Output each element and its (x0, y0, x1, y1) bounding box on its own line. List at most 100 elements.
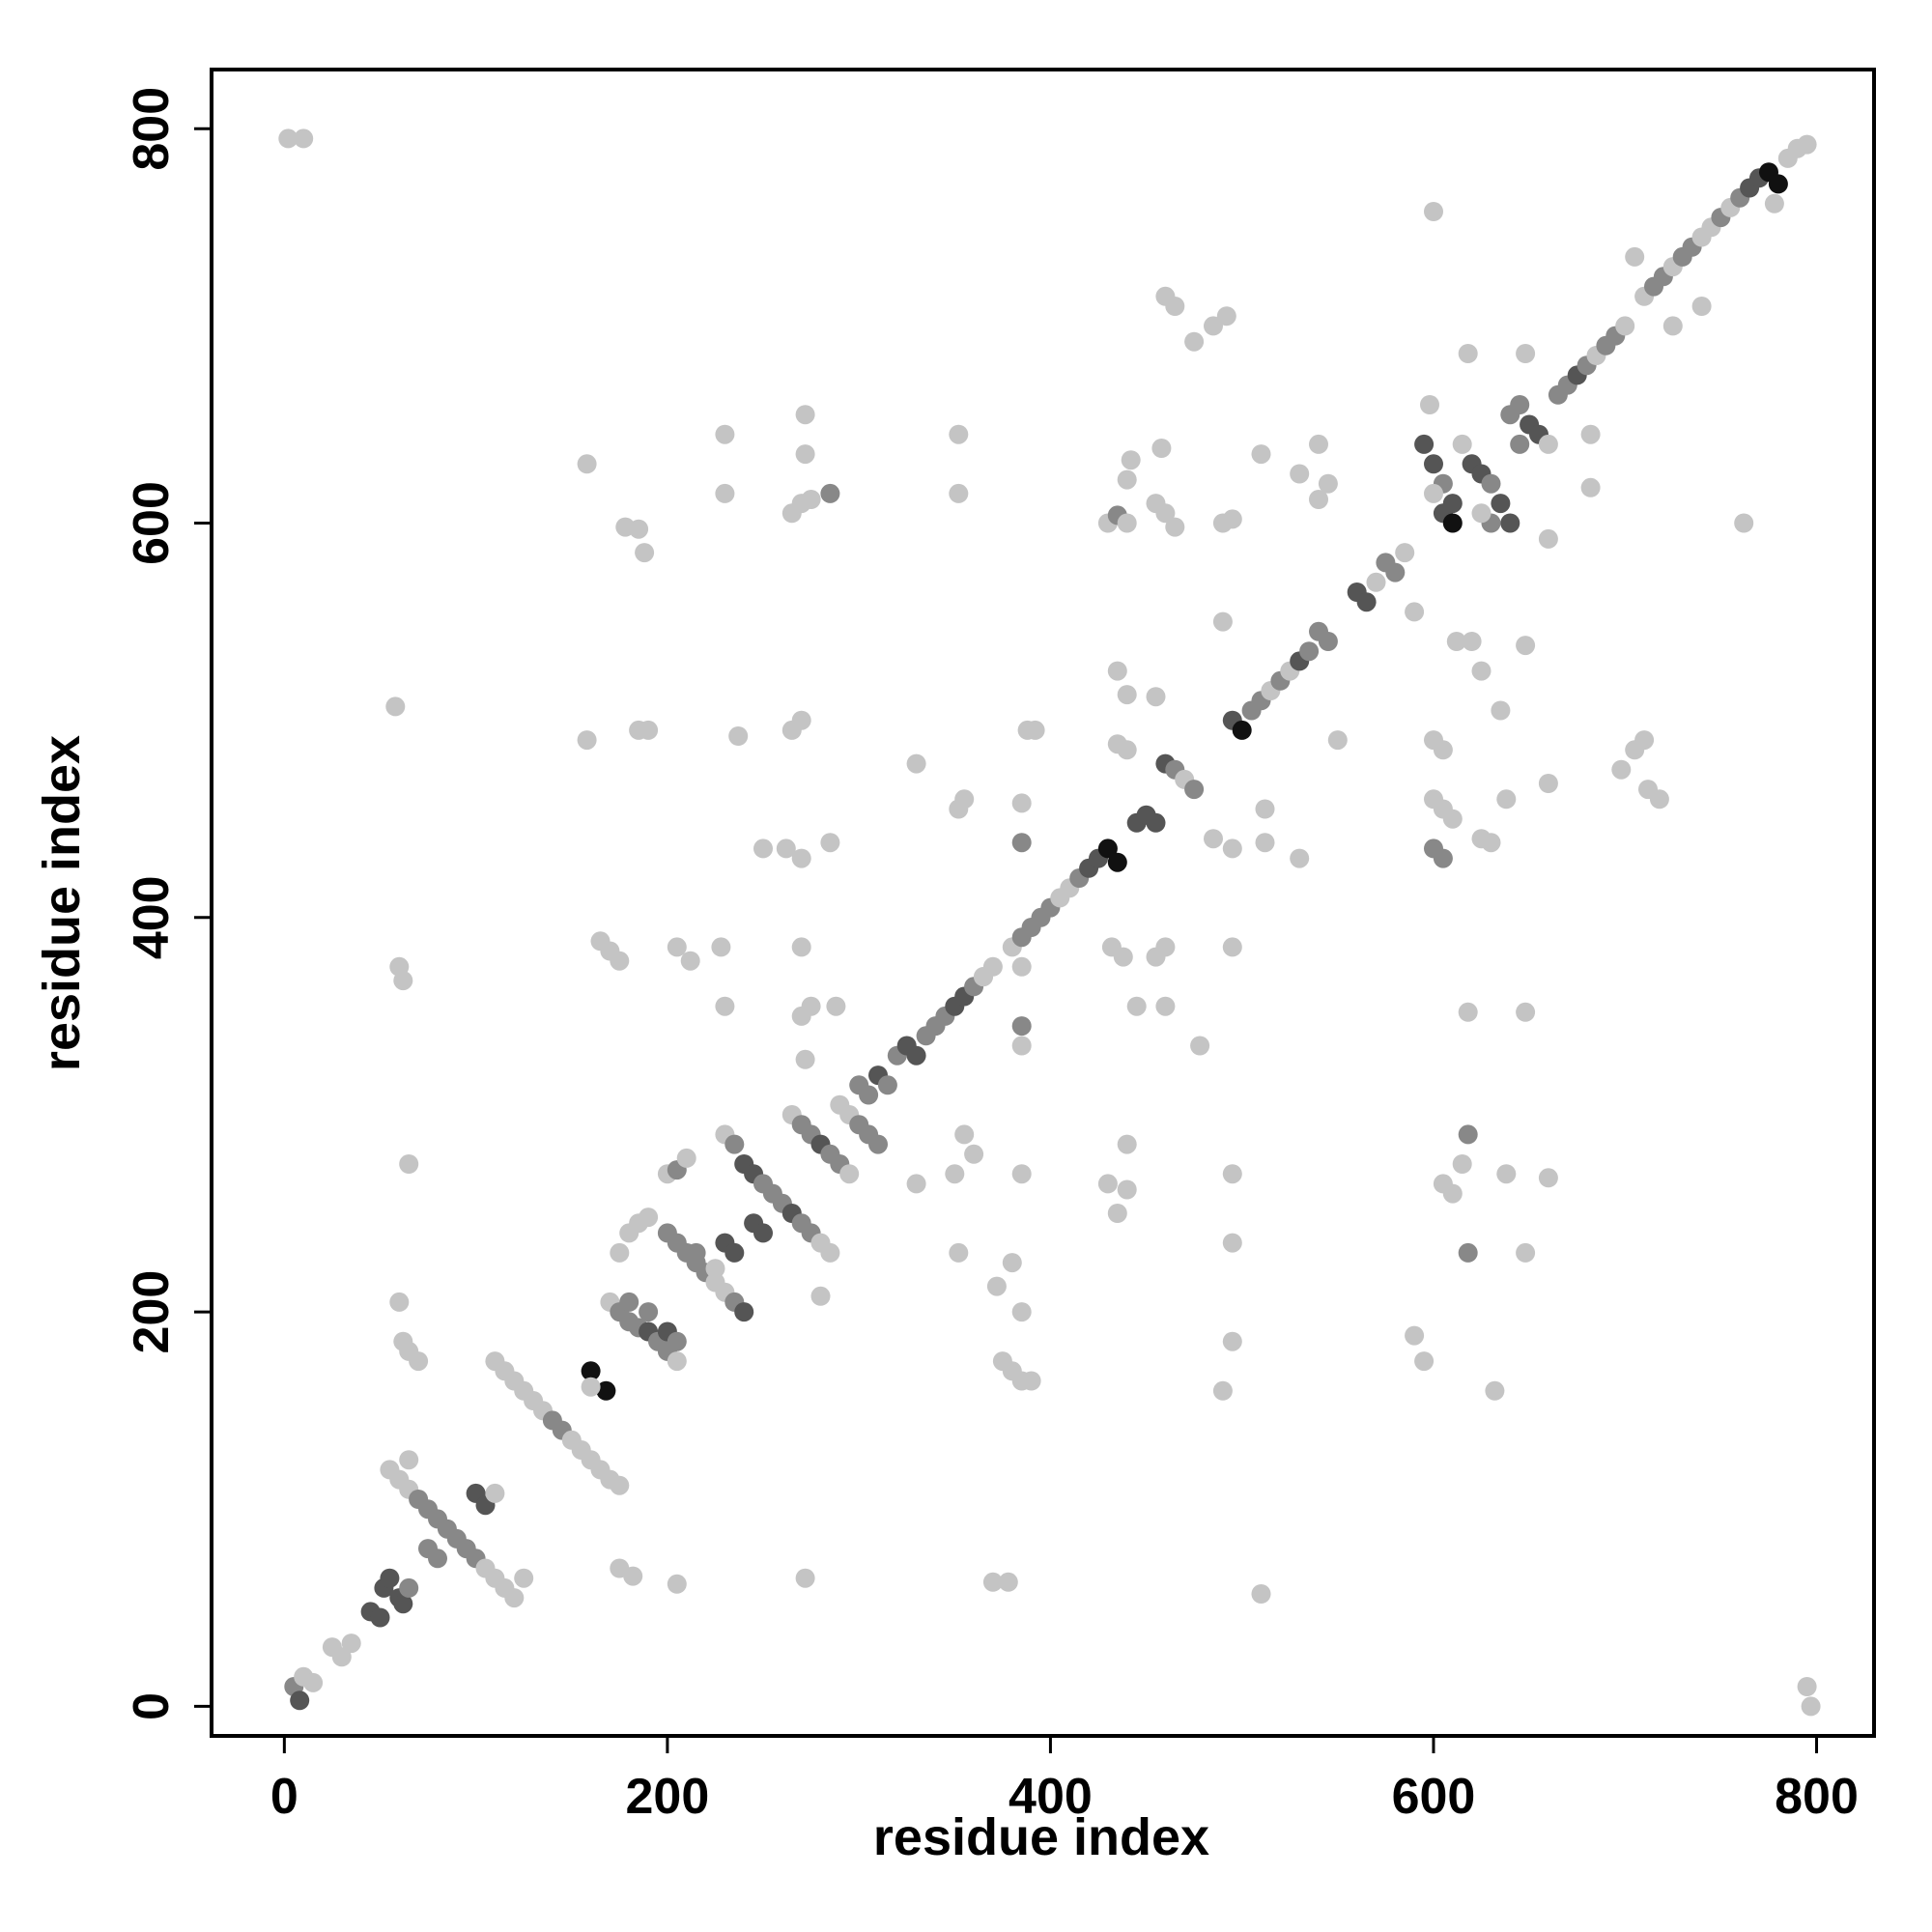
data-point-283 (1011, 833, 1032, 853)
data-point-381 (1662, 316, 1683, 336)
data-point-63 (667, 1351, 687, 1372)
data-point-356 (1442, 1183, 1463, 1204)
data-point-166 (1424, 454, 1443, 474)
data-point-285 (1011, 1036, 1032, 1056)
data-point-222 (577, 454, 597, 474)
data-point-342 (1424, 202, 1443, 221)
y-axis-label: residue index (33, 735, 91, 1071)
data-point-367 (1516, 1002, 1536, 1022)
x-tick-label-200: 200 (626, 1769, 710, 1825)
data-point-12 (370, 1607, 390, 1628)
data-point-320 (1222, 509, 1242, 529)
data-point-246 (791, 937, 811, 957)
data-point-213 (385, 696, 406, 717)
data-point-266 (949, 1242, 969, 1263)
data-point-163 (1385, 562, 1406, 582)
data-point-327 (1216, 306, 1236, 327)
data-point-216 (399, 1154, 419, 1174)
data-point-357 (1452, 1154, 1472, 1174)
data-point-352 (1458, 344, 1478, 363)
data-point-349 (1433, 848, 1453, 868)
data-point-263 (954, 789, 975, 810)
data-point-165 (1414, 434, 1435, 454)
data-point-279 (1011, 1302, 1032, 1322)
data-point-368 (1516, 344, 1536, 363)
data-point-183 (1538, 434, 1558, 454)
data-point-369 (1516, 1242, 1536, 1263)
data-point-290 (1117, 1179, 1137, 1200)
data-point-7 (303, 1672, 324, 1692)
data-point-268 (954, 1124, 975, 1145)
data-point-83 (734, 1302, 754, 1322)
data-point-113 (868, 1134, 888, 1154)
data-point-67 (667, 1331, 687, 1351)
data-point-236 (711, 937, 731, 957)
data-point-271 (982, 1572, 1003, 1592)
data-point-273 (986, 1276, 1007, 1296)
data-point-353 (1462, 632, 1482, 651)
data-point-334 (1309, 434, 1328, 454)
data-point-261 (906, 753, 926, 774)
data-point-378 (1634, 730, 1655, 751)
data-point-253 (801, 490, 821, 509)
data-point-265 (949, 483, 969, 503)
data-point-383 (1734, 513, 1754, 533)
data-point-293 (1113, 947, 1133, 967)
data-point-38 (485, 1483, 505, 1503)
y-tick-label-400: 400 (124, 875, 180, 959)
data-point-208 (1768, 174, 1788, 194)
data-point-117 (877, 1075, 897, 1095)
data-point-179 (1471, 503, 1492, 524)
data-point-377 (1625, 246, 1645, 267)
data-point-256 (820, 833, 840, 853)
data-point-325 (1222, 1164, 1242, 1184)
data-point-333 (1290, 464, 1310, 484)
data-point-272 (998, 1572, 1018, 1592)
data-point-363 (1491, 700, 1511, 721)
data-point-239 (715, 483, 735, 503)
data-point-359 (1458, 1242, 1478, 1263)
data-point-344 (1433, 740, 1453, 760)
data-point-89 (724, 1134, 745, 1154)
data-point-161 (1366, 572, 1386, 592)
data-point-211 (1797, 134, 1817, 155)
data-point-64 (619, 1292, 639, 1312)
data-point-212 (1764, 193, 1784, 213)
data-point-374 (1580, 424, 1601, 444)
data-point-313 (1155, 996, 1176, 1016)
data-point-302 (1107, 661, 1127, 681)
data-point-160 (1356, 592, 1377, 612)
data-point-338 (1405, 602, 1425, 622)
data-point-294 (1126, 996, 1147, 1016)
data-point-158 (1318, 632, 1338, 651)
data-point-269 (964, 1144, 984, 1164)
data-point-87 (724, 1242, 745, 1263)
data-point-322 (1212, 1380, 1233, 1401)
data-point-99 (820, 1242, 840, 1263)
data-point-101 (753, 1223, 773, 1243)
data-point-259 (826, 996, 846, 1016)
data-point-317 (1212, 611, 1233, 632)
data-point-372 (1538, 528, 1558, 549)
data-point-14 (380, 1568, 400, 1588)
data-point-335 (1309, 490, 1328, 509)
data-point-361 (1481, 833, 1501, 853)
data-point-74 (676, 1148, 696, 1168)
data-point-318 (1222, 838, 1242, 859)
data-point-3 (1801, 1696, 1821, 1717)
data-point-284 (1011, 1016, 1032, 1037)
data-point-340 (1414, 1351, 1435, 1372)
data-point-254 (820, 483, 840, 503)
data-point-143 (1146, 812, 1166, 833)
data-point-270 (974, 967, 993, 987)
data-point-248 (795, 1049, 815, 1069)
data-point-71 (639, 1208, 659, 1228)
data-point-225 (610, 951, 630, 971)
data-point-305 (1151, 439, 1172, 458)
data-point-347 (1442, 809, 1463, 829)
data-point-295 (1117, 469, 1137, 490)
data-point-350 (1446, 632, 1466, 651)
x-tick-label-400: 400 (1009, 1769, 1093, 1825)
data-point-147 (1184, 780, 1205, 800)
data-point-287 (1025, 720, 1045, 740)
